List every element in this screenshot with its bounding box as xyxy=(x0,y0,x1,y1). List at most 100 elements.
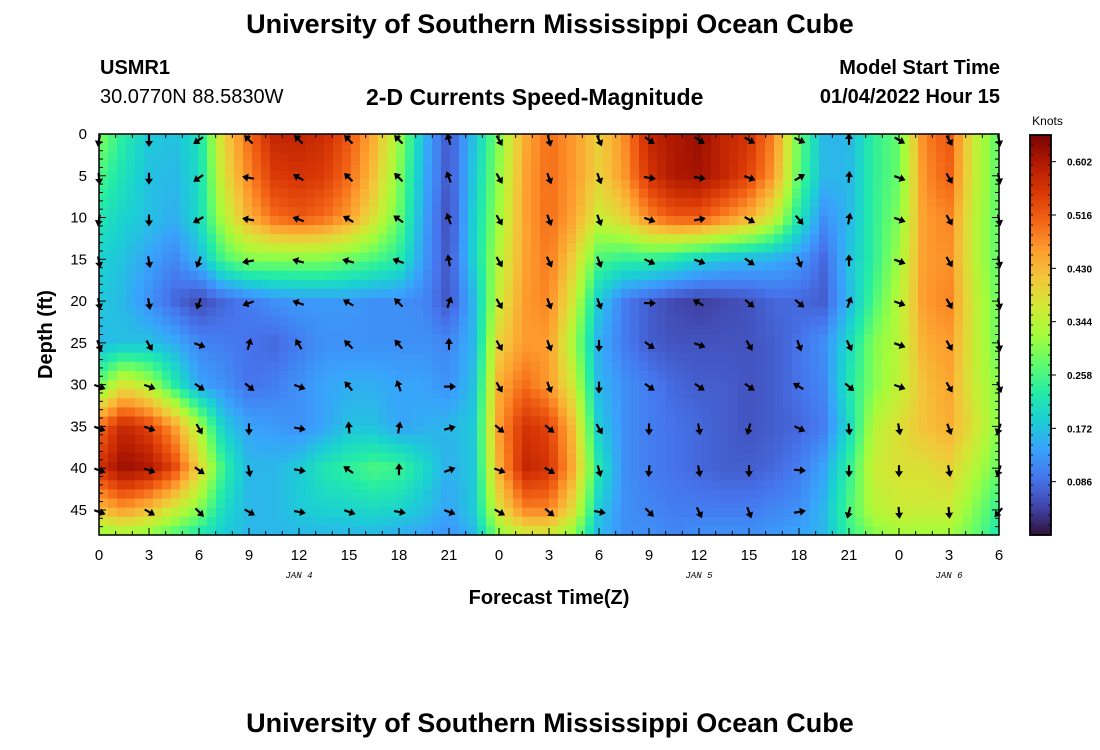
heatmap-cell xyxy=(288,343,298,354)
heatmap-cell xyxy=(486,343,496,354)
heatmap-cell xyxy=(468,252,478,263)
heatmap-cell xyxy=(828,516,838,527)
heatmap-cell xyxy=(936,325,946,336)
heatmap-cell xyxy=(846,480,856,491)
heatmap-cell xyxy=(468,288,478,299)
heatmap-cell xyxy=(864,434,874,445)
heatmap-cell xyxy=(720,416,730,427)
heatmap-cell xyxy=(747,498,757,509)
heatmap-cell xyxy=(270,380,280,390)
heatmap-cell xyxy=(711,389,721,399)
heatmap-cell xyxy=(630,352,640,363)
heatmap-cell xyxy=(945,206,955,217)
heatmap-cell xyxy=(747,525,757,536)
colorbar-segment xyxy=(1030,337,1051,341)
heatmap-cell xyxy=(504,489,514,500)
heatmap-cell xyxy=(567,206,577,217)
heatmap-cell xyxy=(819,471,829,481)
heatmap-cell xyxy=(783,261,793,272)
current-arrow xyxy=(343,508,356,517)
heatmap-cell xyxy=(324,288,334,299)
heatmap-cell xyxy=(981,307,991,317)
heatmap-cell xyxy=(360,416,370,427)
heatmap-cell xyxy=(711,507,721,518)
heatmap-cell xyxy=(972,389,982,399)
heatmap-cell xyxy=(684,188,694,199)
colorbar-segment xyxy=(1030,280,1051,284)
heatmap-cell xyxy=(495,443,505,454)
heatmap-cell xyxy=(639,398,649,409)
heatmap-cell xyxy=(198,143,208,153)
colorbar-segment xyxy=(1030,305,1051,309)
heatmap-cell xyxy=(891,206,901,217)
heatmap-cell xyxy=(522,152,532,162)
heatmap-cell xyxy=(414,216,424,226)
heatmap-cell xyxy=(207,480,217,491)
colorbar-segment xyxy=(1030,327,1051,331)
heatmap-cell xyxy=(909,179,919,190)
heatmap-cell xyxy=(900,462,910,472)
heatmap-cell xyxy=(864,370,874,381)
heatmap-cell xyxy=(873,288,883,299)
colorbar-segment xyxy=(1030,362,1051,366)
heatmap-cell xyxy=(540,407,550,418)
heatmap-cell xyxy=(144,425,154,436)
heatmap-cell xyxy=(900,443,910,454)
heatmap-cell xyxy=(441,498,451,509)
heatmap-cell xyxy=(279,389,289,399)
heatmap-cell xyxy=(909,352,919,363)
heatmap-cell xyxy=(603,243,613,254)
heatmap-cell xyxy=(459,352,469,363)
heatmap-cell xyxy=(135,279,145,290)
heatmap-cell xyxy=(387,279,397,290)
heatmap-cell xyxy=(936,243,946,254)
heatmap-cell xyxy=(819,343,829,354)
heatmap-cell xyxy=(351,288,361,299)
heatmap-cell xyxy=(333,288,343,299)
heatmap-cell xyxy=(189,316,199,326)
x-tick-label: 21 xyxy=(441,547,458,564)
heatmap-cell xyxy=(981,343,991,354)
heatmap-cell xyxy=(630,516,640,527)
heatmap-cell xyxy=(369,134,379,144)
heatmap-cell xyxy=(477,361,487,372)
heatmap-cell xyxy=(954,179,964,190)
heatmap-cell xyxy=(630,298,640,308)
heatmap-cell xyxy=(324,516,334,527)
heatmap-cell xyxy=(324,425,334,436)
heatmap-cell xyxy=(378,270,388,281)
heatmap-cell xyxy=(792,152,802,162)
heatmap-cell xyxy=(198,216,208,226)
heatmap-cell xyxy=(522,398,532,409)
heatmap-cell xyxy=(936,307,946,317)
heatmap-cell xyxy=(711,270,721,281)
current-arrow xyxy=(293,508,306,517)
heatmap-cell xyxy=(225,279,235,290)
heatmap-cell xyxy=(288,471,298,481)
heatmap-cell xyxy=(117,261,127,272)
heatmap-cell xyxy=(171,261,181,272)
heatmap-cell xyxy=(126,216,136,226)
heatmap-cell xyxy=(972,234,982,244)
heatmap-cell xyxy=(540,216,550,226)
heatmap-cell xyxy=(657,179,667,190)
heatmap-cell xyxy=(675,516,685,527)
heatmap-cell xyxy=(432,252,442,263)
heatmap-cell xyxy=(360,352,370,363)
heatmap-cell xyxy=(189,343,199,354)
heatmap-cell xyxy=(450,261,460,272)
heatmap-cell xyxy=(612,243,622,254)
heatmap-cell xyxy=(648,161,658,172)
heatmap-cell xyxy=(612,252,622,263)
heatmap-cell xyxy=(594,389,604,399)
heatmap-cell xyxy=(864,206,874,217)
heatmap-cell xyxy=(297,471,307,481)
heatmap-cell xyxy=(333,352,343,363)
heatmap-cell xyxy=(927,434,937,445)
heatmap-cell xyxy=(972,489,982,500)
heatmap-cell xyxy=(252,507,262,518)
heatmap-cell xyxy=(117,480,127,491)
heatmap-cell xyxy=(108,261,118,272)
heatmap-cell xyxy=(621,279,631,290)
heatmap-cell xyxy=(342,352,352,363)
